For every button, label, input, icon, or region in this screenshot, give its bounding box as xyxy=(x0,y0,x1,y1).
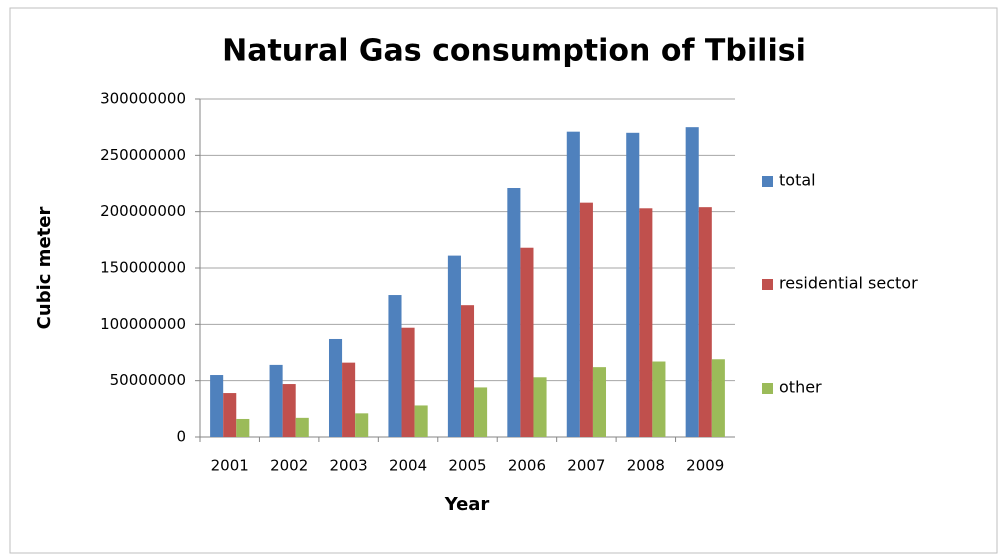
x-tick-label: 2001 xyxy=(211,457,249,475)
bar xyxy=(566,131,580,437)
bar xyxy=(520,247,534,437)
x-tick-label: 2008 xyxy=(627,457,665,475)
bar xyxy=(652,361,666,437)
x-tick-label: 2006 xyxy=(508,457,546,475)
bar xyxy=(342,362,356,437)
y-tick-label: 300000000 xyxy=(100,90,186,108)
bar xyxy=(295,417,309,437)
y-tick-label: 0 xyxy=(176,428,186,446)
y-tick-label: 250000000 xyxy=(100,146,186,164)
y-tick-label: 200000000 xyxy=(100,202,186,220)
legend-label: other xyxy=(779,378,822,397)
legend-label: residential sector xyxy=(779,274,918,293)
bar xyxy=(414,405,428,437)
bar xyxy=(592,367,607,437)
bar xyxy=(460,305,475,437)
x-tick-label: 2007 xyxy=(567,457,605,475)
legend-swatch xyxy=(762,176,773,187)
bar xyxy=(698,207,712,437)
bar xyxy=(685,127,699,438)
x-axis-label: Year xyxy=(444,494,490,515)
x-tick-label: 2003 xyxy=(330,457,368,475)
y-tick-label: 50000000 xyxy=(110,371,186,389)
bar xyxy=(711,359,725,437)
bar xyxy=(533,377,547,437)
bar xyxy=(388,295,402,437)
x-tick-label: 2002 xyxy=(270,457,308,475)
y-tick-label: 100000000 xyxy=(100,315,186,333)
bar xyxy=(328,338,343,437)
y-axis-label: Cubic meter xyxy=(34,207,55,330)
y-tick-label: 150000000 xyxy=(100,259,186,277)
x-tick-label: 2004 xyxy=(389,457,427,475)
legend-swatch xyxy=(762,383,773,394)
bar xyxy=(474,387,488,437)
x-tick-label: 2005 xyxy=(448,457,486,475)
legend-swatch xyxy=(762,279,773,290)
bar xyxy=(223,393,237,437)
x-tick-label: 2009 xyxy=(686,457,724,475)
bar xyxy=(447,255,461,437)
bar xyxy=(401,327,415,437)
bar xyxy=(282,384,296,437)
legend-label: total xyxy=(779,171,816,190)
bar xyxy=(639,208,653,437)
bar xyxy=(507,188,521,437)
bar xyxy=(269,364,283,437)
chart-title: Natural Gas consumption of Tbilisi xyxy=(222,34,806,69)
bar xyxy=(626,132,640,438)
bar xyxy=(579,202,593,437)
bar xyxy=(236,418,250,437)
bar xyxy=(210,375,224,437)
bar xyxy=(355,413,369,437)
